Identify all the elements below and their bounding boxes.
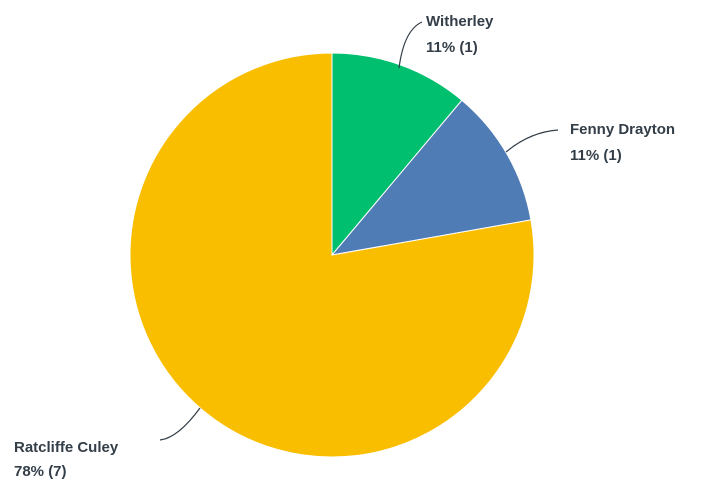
slice-value-fenny-drayton: 11% (1) <box>570 147 622 164</box>
slice-value-ratcliffe-culey: 78% (7) <box>14 463 67 480</box>
slice-label-witherley: Witherley <box>426 13 494 30</box>
leader-line-ratcliffe-culey <box>159 407 201 441</box>
leader-line-fenny-drayton <box>505 129 559 153</box>
slice-labels: Witherley 11% (1) Fenny Drayton 11% (1) … <box>14 13 675 480</box>
pie-slice-witherley <box>331 52 463 257</box>
pie-slices <box>129 52 535 458</box>
pie-slice-fenny-drayton <box>330 99 532 256</box>
slice-label-fenny-drayton: Fenny Drayton <box>570 121 675 138</box>
pie-slice-ratcliffe-culey <box>129 52 535 458</box>
slice-label-ratcliffe-culey: Ratcliffe Culey <box>14 439 119 456</box>
leader-line-witherley <box>398 21 423 69</box>
slice-value-witherley: 11% (1) <box>426 39 478 56</box>
